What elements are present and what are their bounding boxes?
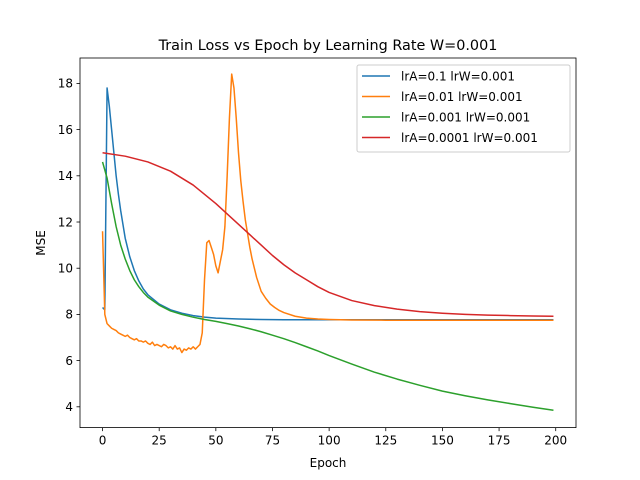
x-tick-label: 200 — [544, 434, 567, 448]
y-tick-label: 14 — [58, 169, 73, 183]
y-tick-label: 10 — [58, 262, 73, 276]
series-line-3 — [101, 161, 554, 412]
legend: lrA=0.1 lrW=0.001 lrA=0.01 lrW=0.001 lrA=0… — [356, 64, 571, 153]
y-tick-label: 12 — [58, 215, 73, 229]
x-tick-label: 0 — [99, 434, 107, 448]
legend-label-1: lrA=0.1 lrW=0.001 — [401, 69, 515, 83]
y-tick-label: 4 — [65, 400, 73, 414]
chart-title: Train Loss vs Epoch by Learning Rate W=0… — [158, 38, 498, 54]
x-tick-label: 25 — [152, 434, 167, 448]
x-axis-label: Epoch — [310, 456, 347, 470]
y-tick-label: 8 — [65, 308, 73, 322]
x-tick-label: 75 — [265, 434, 280, 448]
x-axis-ticks: 0 25 50 75 100 125 150 175 200 — [99, 427, 567, 448]
x-tick-label: 150 — [431, 434, 454, 448]
legend-label-3: lrA=0.001 lrW=0.001 — [401, 110, 530, 124]
y-tick-label: 16 — [58, 123, 73, 137]
legend-label-4: lrA=0.0001 lrW=0.001 — [401, 131, 538, 145]
y-tick-label: 18 — [58, 77, 73, 91]
series-line-4 — [102, 151, 554, 318]
series-line-2 — [101, 73, 554, 354]
x-tick-label: 50 — [208, 434, 223, 448]
legend-box — [356, 64, 571, 153]
legend-label-2: lrA=0.01 lrW=0.001 — [401, 90, 523, 104]
y-axis-ticks: 4 6 8 10 12 14 16 18 — [58, 77, 80, 414]
y-tick-label: 6 — [65, 354, 73, 368]
x-tick-label: 100 — [318, 434, 341, 448]
series-lines — [101, 73, 554, 412]
series-line-1 — [102, 87, 554, 321]
y-axis-label: MSE — [34, 230, 48, 256]
x-tick-label: 175 — [488, 434, 511, 448]
plot-frame — [79, 57, 577, 429]
x-tick-label: 125 — [374, 434, 397, 448]
